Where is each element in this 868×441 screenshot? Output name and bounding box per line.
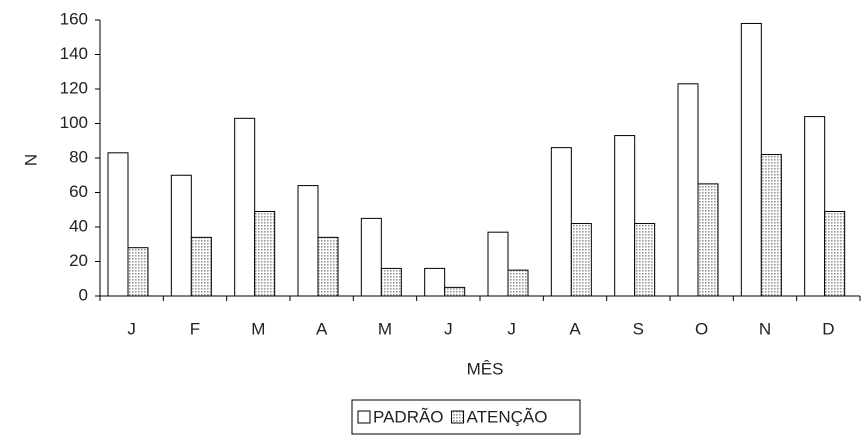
bar [424, 267, 446, 297]
bar [677, 83, 699, 297]
x-tick-label: A [569, 319, 581, 338]
bar [740, 22, 762, 297]
bar [190, 236, 212, 297]
bar [760, 154, 782, 297]
y-tick-label: 0 [79, 285, 88, 304]
y-tick-label: 40 [69, 216, 88, 235]
bar [570, 223, 592, 297]
bar [487, 231, 509, 297]
bar [317, 236, 339, 297]
legend-swatch [451, 410, 465, 424]
x-tick-label: F [190, 319, 200, 338]
y-tick-label: 80 [69, 147, 88, 166]
x-tick-label: N [759, 319, 771, 338]
x-tick-label: O [695, 319, 708, 338]
legend-swatch [357, 410, 371, 424]
bar [380, 267, 402, 297]
bar [234, 117, 256, 297]
bar [550, 147, 572, 297]
y-tick-label: 160 [60, 9, 88, 28]
x-tick-label: J [444, 319, 453, 338]
bar [507, 269, 529, 297]
y-tick-label: 140 [60, 44, 88, 63]
x-tick-label: M [378, 319, 392, 338]
y-tick-label: 120 [60, 78, 88, 97]
x-tick-label: J [127, 319, 136, 338]
bar [444, 286, 466, 297]
x-tick-label: S [633, 319, 644, 338]
x-tick-label: J [507, 319, 516, 338]
bar [127, 247, 149, 297]
bar [254, 210, 276, 297]
legend-label: ATENÇÃO [467, 407, 548, 426]
y-axis-title: N [21, 154, 40, 166]
bar [634, 223, 656, 297]
legend-box [351, 399, 581, 435]
y-tick-label: 100 [60, 113, 88, 132]
y-tick-label: 20 [69, 251, 88, 270]
bar [614, 135, 636, 297]
x-tick-label: A [316, 319, 328, 338]
bar [824, 210, 846, 297]
x-tick-label: M [251, 319, 265, 338]
bar [297, 185, 319, 297]
x-axis-title: MÊS [467, 359, 504, 378]
legend-label: PADRÃO [373, 407, 444, 426]
bar [170, 174, 192, 297]
bar [697, 183, 719, 297]
bar [804, 116, 826, 297]
y-tick-label: 60 [69, 182, 88, 201]
x-tick-label: D [822, 319, 834, 338]
bar [107, 152, 129, 297]
bar [360, 217, 382, 297]
